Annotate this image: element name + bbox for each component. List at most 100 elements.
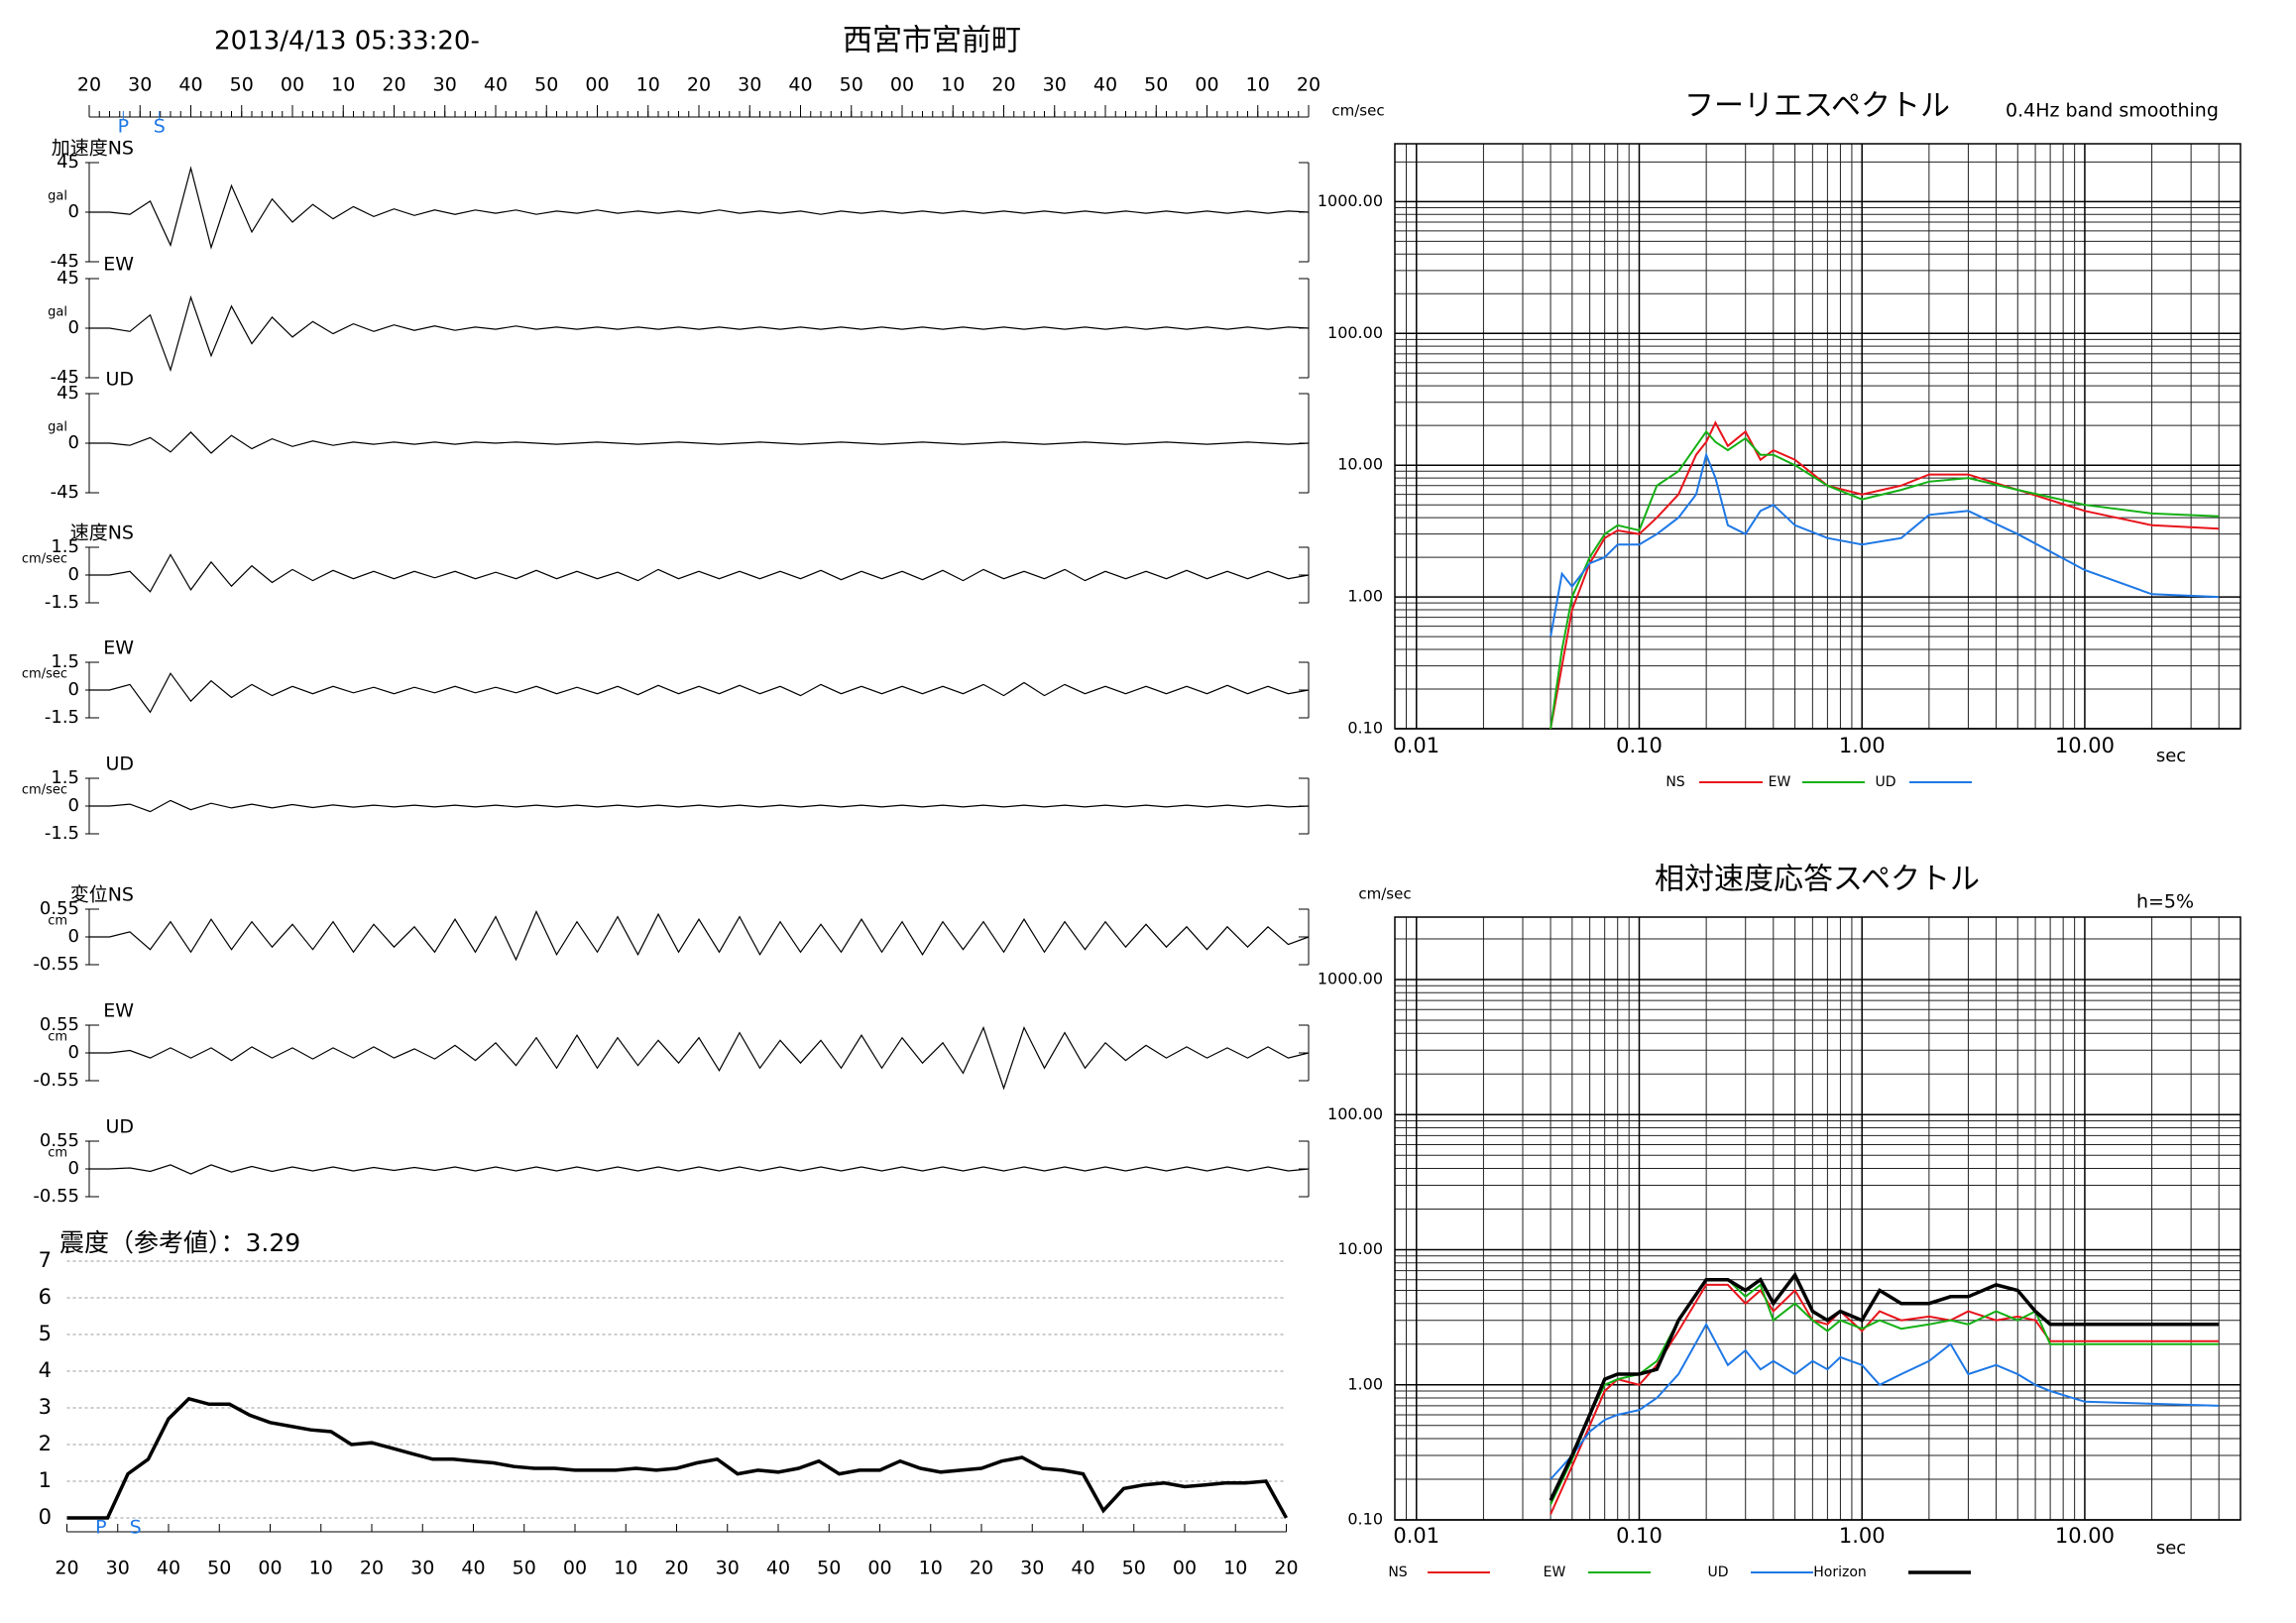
x-tick-label: 10 — [941, 74, 965, 96]
y-tick-label: 10.00 — [1337, 455, 1383, 474]
spectrum-line — [1550, 429, 2220, 730]
x-tick-label: 30 — [410, 1558, 434, 1579]
legend-label: UD — [1707, 1565, 1728, 1580]
marker-label: P — [95, 1517, 106, 1539]
x-tick-label: 10 — [309, 1558, 333, 1579]
x-tick-label: 00 — [890, 74, 914, 96]
y-tick-label: -45 — [51, 367, 79, 388]
x-tick-label: 1.00 — [1839, 734, 1886, 757]
x-tick-label: 0.01 — [1393, 734, 1439, 757]
x-tick-label: 00 — [563, 1558, 587, 1579]
x-tick-label: 10 — [331, 74, 355, 96]
site-title: 西宮市宮前町 — [843, 24, 1021, 58]
x-tick-label: 20 — [77, 74, 101, 96]
x-tick-label: 20 — [382, 74, 405, 96]
y-tick-label: 0.10 — [1347, 719, 1383, 738]
y-tick-label: 1.5 — [51, 767, 79, 788]
unit-label: cm/sec — [22, 667, 67, 682]
x-tick-label: 40 — [178, 74, 202, 96]
waveform — [89, 553, 1310, 593]
y-tick-label: 0.55 — [40, 1014, 79, 1035]
x-tick-label: 30 — [106, 1558, 130, 1579]
date-title: 2013/4/13 05:33:20- — [214, 27, 480, 57]
legend-label: EW — [1769, 774, 1791, 790]
plot-frame — [1394, 916, 2241, 1521]
x-tick-label: 40 — [1071, 1558, 1094, 1579]
spectrum-line — [1549, 1271, 2220, 1501]
x-tick-label: 20 — [687, 74, 711, 96]
x-tick-label: 20 — [970, 1558, 993, 1579]
y-tick-label: 0.55 — [40, 898, 79, 919]
y-tick-label: 10.00 — [1337, 1239, 1383, 1258]
y-tick-label: -1.5 — [45, 823, 79, 844]
y-tick-label: -0.55 — [33, 1186, 79, 1207]
x-tick-label: 00 — [1173, 1558, 1197, 1579]
x-tick-label: 10 — [1246, 74, 1270, 96]
panel-label: 変位NS — [70, 884, 134, 906]
y-tick-label: 1.00 — [1347, 1374, 1383, 1393]
unit-label: cm — [48, 1146, 67, 1161]
panel-label: EW — [103, 638, 134, 659]
panel-label: 速度NS — [70, 522, 134, 544]
x-tick-label: 40 — [1093, 74, 1117, 96]
unit-label: cm — [48, 1030, 67, 1045]
spectrum-title: 相対速度応答スペクトル — [1655, 863, 1980, 897]
panel-label: EW — [103, 254, 134, 276]
y-tick-label: -45 — [51, 482, 79, 503]
x-tick-label: 20 — [991, 74, 1015, 96]
plot-frame — [1394, 143, 2241, 730]
x-tick-label: 10.00 — [2055, 1524, 2115, 1548]
x-tick-label: 0.10 — [1616, 1524, 1663, 1548]
x-tick-label: 20 — [360, 1558, 384, 1579]
y-tick-label: 0 — [68, 317, 79, 338]
x-tick-label: 00 — [258, 1558, 282, 1579]
x-tick-label: 20 — [55, 1558, 78, 1579]
y-tick-label: 0 — [68, 1158, 79, 1179]
y-tick-label: 4 — [39, 1358, 52, 1382]
y-tick-label: 0 — [68, 564, 79, 585]
panel-label: EW — [103, 1000, 134, 1022]
x-tick-label: 0.10 — [1616, 734, 1663, 757]
intensity-line — [66, 1396, 1289, 1520]
y-tick-label: 0 — [68, 795, 79, 816]
waveform — [89, 1164, 1310, 1175]
x-tick-label: 50 — [513, 1558, 536, 1579]
y-tick-label: 1.5 — [51, 536, 79, 557]
unit-label: cm/sec — [22, 783, 67, 798]
y-tick-label: 0 — [68, 201, 79, 222]
spectrum-line — [1550, 1322, 2220, 1480]
damping-note: h=5% — [2136, 891, 2194, 913]
x-tick-label: 50 — [1122, 1558, 1146, 1579]
y-tick-label: 2 — [39, 1432, 52, 1455]
x-tick-label: 30 — [128, 74, 152, 96]
y-tick-label: 1000.00 — [1318, 970, 1383, 988]
x-tick-label: 30 — [1043, 74, 1067, 96]
x-tick-label: 10 — [1223, 1558, 1247, 1579]
y-tick-label: 7 — [39, 1248, 52, 1272]
y-tick-label: 0 — [39, 1505, 52, 1529]
x-tick-label: 20 — [664, 1558, 688, 1579]
x-tick-label: 40 — [484, 74, 508, 96]
x-tick-label: 1.00 — [1839, 1524, 1886, 1548]
x-tick-label: 00 — [281, 74, 304, 96]
panel-label: UD — [105, 1116, 134, 1138]
spectrum-subtitle: 0.4Hz band smoothing — [2006, 100, 2219, 122]
y-tick-label: 3 — [39, 1395, 52, 1419]
x-tick-label: 50 — [840, 74, 863, 96]
y-axis-label: cm/sec — [1331, 102, 1384, 120]
x-tick-label: 50 — [1144, 74, 1168, 96]
x-tick-label: 20 — [1274, 1558, 1298, 1579]
x-axis-label: sec — [2156, 1538, 2186, 1559]
y-tick-label: 100.00 — [1327, 1104, 1383, 1123]
waveform — [89, 431, 1310, 454]
panel-label: UD — [105, 754, 134, 775]
y-tick-label: 1000.00 — [1318, 191, 1383, 210]
spectrum-line — [1550, 451, 2220, 638]
unit-label: gal — [48, 420, 67, 435]
y-tick-label: 0 — [68, 1042, 79, 1063]
y-tick-label: 100.00 — [1327, 323, 1383, 342]
x-tick-label: 50 — [534, 74, 558, 96]
y-tick-label: 1 — [39, 1468, 52, 1492]
